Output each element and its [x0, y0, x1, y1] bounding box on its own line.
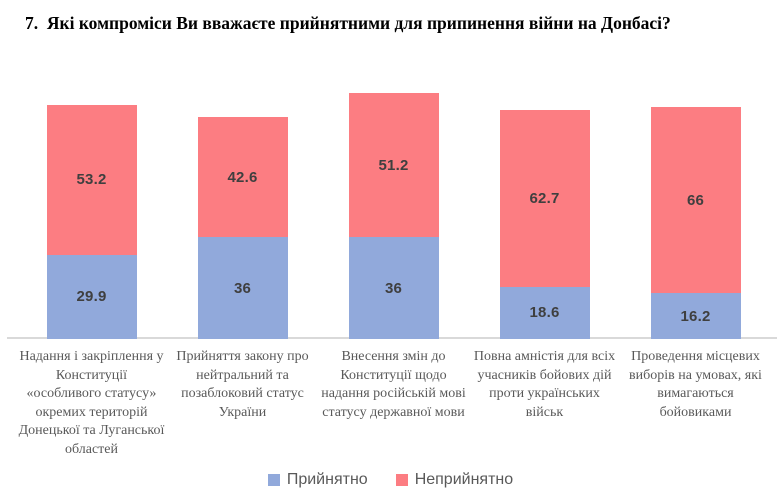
bar-segment-unacceptable: 62.7: [499, 109, 590, 287]
legend: Прийнятно Неприйнятно: [0, 471, 781, 489]
plot-area: 53.2 29.9 42.6 36 51.2 36 62.7 18.6 66 16.2: [7, 80, 777, 339]
bar-value-label: 18.6: [529, 304, 560, 322]
category-label: Надання і закріплення у Конституції «осо…: [18, 349, 165, 457]
bar-value-label: 36: [384, 279, 403, 297]
category-label: Прийняття закону про нейтральний та поза…: [176, 349, 309, 420]
bar-value-label: 51.2: [378, 156, 409, 174]
bar-value-label: 62.7: [529, 189, 560, 207]
legend-item: Прийнятно: [267, 471, 368, 489]
legend-swatch-acceptable: [267, 474, 280, 486]
bar-segment-acceptable: 36: [348, 237, 439, 339]
bar-segment-acceptable: 36: [197, 237, 288, 339]
bar-value-label: 42.6: [227, 168, 258, 186]
bar-value-label: 66: [686, 191, 705, 209]
legend-label: Неприйнятно: [414, 471, 514, 488]
bar-value-label: 16.2: [680, 307, 711, 325]
category-label: Проведення місцевих виборів на умовах, я…: [629, 349, 762, 420]
category-labels-row: Надання і закріплення у Конституції «осо…: [16, 348, 771, 459]
bar-segment-unacceptable: 42.6: [197, 117, 288, 238]
legend-item: Неприйнятно: [395, 471, 514, 489]
bar-column: 51.2 36: [318, 80, 469, 339]
bar-segment-unacceptable: 53.2: [46, 104, 137, 255]
category-label: Повна амністія для всіх учасників бойови…: [473, 349, 616, 420]
bar-column: 42.6 36: [167, 80, 318, 339]
bar-column: 62.7 18.6: [469, 80, 620, 339]
bar-segment-acceptable: 16.2: [650, 293, 741, 339]
bar-column: 66 16.2: [620, 80, 771, 339]
bar-value-label: 29.9: [76, 288, 107, 306]
bar-segment-acceptable: 29.9: [46, 254, 137, 339]
bar-segment-unacceptable: 66: [650, 107, 741, 294]
bar-column: 53.2 29.9: [16, 80, 167, 339]
bar-segment-acceptable: 18.6: [499, 286, 590, 339]
bars-row: 53.2 29.9 42.6 36 51.2 36 62.7 18.6 66 16.2: [16, 80, 771, 339]
chart-title: 7. Які компроміси Ви вважаєте прийнятним…: [25, 13, 671, 33]
bar-value-label: 36: [233, 279, 252, 297]
category-label: Внесення змін до Конституції щодо наданн…: [321, 349, 466, 420]
legend-label: Прийнятно: [286, 471, 368, 488]
legend-swatch-unacceptable: [395, 474, 408, 486]
bar-value-label: 53.2: [76, 171, 107, 189]
bar-segment-unacceptable: 51.2: [348, 93, 439, 238]
